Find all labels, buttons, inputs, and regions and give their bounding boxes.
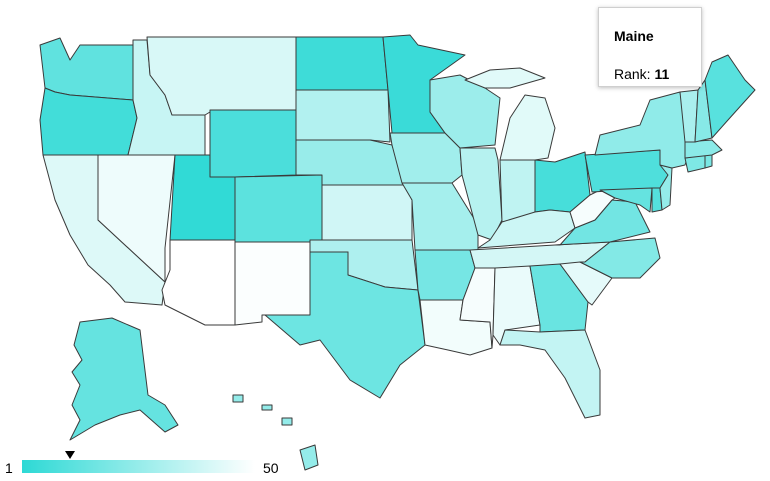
state-west-virginia[interactable]: [569, 189, 616, 229]
state-massachusetts[interactable]: [684, 139, 723, 159]
state-montana[interactable]: [146, 36, 297, 116]
state-alaska[interactable]: [69, 317, 179, 441]
state-maryland[interactable]: [599, 187, 653, 213]
state-south-dakota[interactable]: [295, 89, 391, 143]
state-michigan[interactable]: [464, 67, 556, 161]
legend-marker-icon: [64, 451, 75, 459]
state-texas[interactable]: [264, 251, 426, 399]
legend-max-label: 50: [263, 460, 279, 476]
state-north-carolina[interactable]: [579, 237, 661, 279]
state-florida[interactable]: [499, 329, 601, 419]
state-kentucky[interactable]: [477, 209, 576, 249]
legend-color-scale: [22, 460, 255, 473]
state-new-york[interactable]: [594, 91, 691, 169]
tooltip-rank-label: Rank:: [614, 66, 655, 82]
state-pennsylvania[interactable]: [584, 149, 669, 193]
state-maine[interactable]: [704, 54, 756, 139]
state-kansas[interactable]: [321, 184, 413, 241]
state-tooltip: Maine Rank: 11: [598, 7, 702, 87]
state-new-mexico[interactable]: [234, 241, 311, 326]
state-iowa[interactable]: [389, 132, 463, 184]
tooltip-state-name: Maine: [614, 28, 654, 44]
state-rhode-island[interactable]: [704, 154, 713, 169]
state-arizona[interactable]: [161, 239, 236, 326]
state-north-dakota[interactable]: [295, 36, 389, 91]
state-south-carolina[interactable]: [559, 261, 613, 306]
tooltip-rank-value: 11: [654, 66, 670, 82]
tooltip-rank: Rank: 11: [614, 66, 669, 82]
state-washington[interactable]: [39, 37, 134, 101]
state-colorado[interactable]: [234, 174, 323, 243]
state-wyoming[interactable]: [209, 109, 297, 178]
legend-min-label: 1: [5, 460, 13, 476]
state-hawaii[interactable]: [232, 394, 319, 471]
state-indiana[interactable]: [499, 159, 536, 223]
